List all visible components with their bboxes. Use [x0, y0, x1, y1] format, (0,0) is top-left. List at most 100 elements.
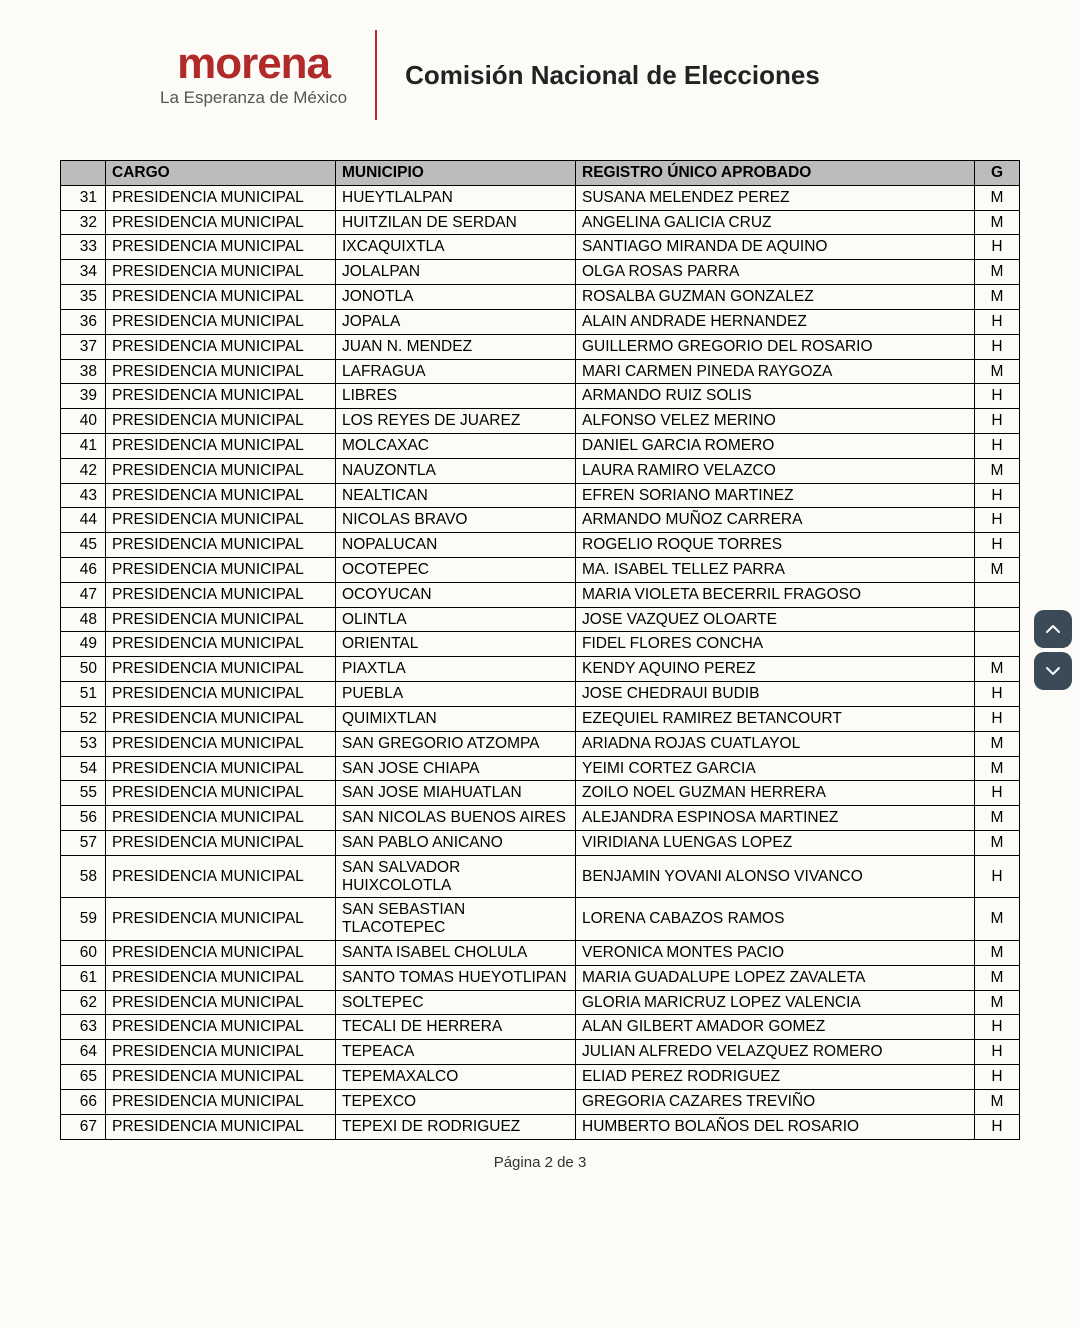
cell-g: M — [975, 657, 1020, 682]
cell-cargo: PRESIDENCIA MUNICIPAL — [106, 898, 336, 941]
cell-g: M — [975, 941, 1020, 966]
cell-registro: ALAIN ANDRADE HERNANDEZ — [576, 309, 975, 334]
col-g-header: G — [975, 161, 1020, 186]
cell-registro: MARIA VIOLETA BECERRIL FRAGOSO — [576, 582, 975, 607]
table-row: 47PRESIDENCIA MUNICIPALOCOYUCANMARIA VIO… — [61, 582, 1020, 607]
cell-municipio: PUEBLA — [336, 682, 576, 707]
cell-municipio: NICOLAS BRAVO — [336, 508, 576, 533]
cell-cargo: PRESIDENCIA MUNICIPAL — [106, 582, 336, 607]
table-row: 44PRESIDENCIA MUNICIPALNICOLAS BRAVOARMA… — [61, 508, 1020, 533]
cell-municipio: JONOTLA — [336, 285, 576, 310]
cell-num: 49 — [61, 632, 106, 657]
cell-registro: VIRIDIANA LUENGAS LOPEZ — [576, 830, 975, 855]
cell-cargo: PRESIDENCIA MUNICIPAL — [106, 855, 336, 898]
cell-g: M — [975, 458, 1020, 483]
cell-cargo: PRESIDENCIA MUNICIPAL — [106, 657, 336, 682]
cell-g: M — [975, 210, 1020, 235]
table-row: 53PRESIDENCIA MUNICIPALSAN GREGORIO ATZO… — [61, 731, 1020, 756]
cell-municipio: SAN SEBASTIAN TLACOTEPEC — [336, 898, 576, 941]
cell-g: M — [975, 731, 1020, 756]
cell-num: 61 — [61, 965, 106, 990]
table-row: 46PRESIDENCIA MUNICIPALOCOTEPECMA. ISABE… — [61, 558, 1020, 583]
cell-municipio: JOLALPAN — [336, 260, 576, 285]
cell-registro: ROSALBA GUZMAN GONZALEZ — [576, 285, 975, 310]
cell-num: 38 — [61, 359, 106, 384]
cell-registro: MA. ISABEL TELLEZ PARRA — [576, 558, 975, 583]
cell-municipio: TEPEMAXALCO — [336, 1065, 576, 1090]
cell-g: H — [975, 1065, 1020, 1090]
table-row: 37PRESIDENCIA MUNICIPALJUAN N. MENDEZGUI… — [61, 334, 1020, 359]
cell-municipio: HUEYTLALPAN — [336, 185, 576, 210]
cell-num: 52 — [61, 706, 106, 731]
col-num-header — [61, 161, 106, 186]
cell-municipio: TEPEACA — [336, 1040, 576, 1065]
cell-registro: OLGA ROSAS PARRA — [576, 260, 975, 285]
cell-g: H — [975, 1015, 1020, 1040]
nav-down-button[interactable] — [1034, 652, 1072, 690]
cell-num: 56 — [61, 806, 106, 831]
cell-registro: DANIEL GARCIA ROMERO — [576, 433, 975, 458]
cell-registro: ANGELINA GALICIA CRUZ — [576, 210, 975, 235]
cell-num: 36 — [61, 309, 106, 334]
table-row: 61PRESIDENCIA MUNICIPALSANTO TOMAS HUEYO… — [61, 965, 1020, 990]
cell-num: 48 — [61, 607, 106, 632]
table-row: 49PRESIDENCIA MUNICIPALORIENTALFIDEL FLO… — [61, 632, 1020, 657]
cell-g: H — [975, 855, 1020, 898]
cell-cargo: PRESIDENCIA MUNICIPAL — [106, 806, 336, 831]
nav-up-button[interactable] — [1034, 610, 1072, 648]
cell-num: 45 — [61, 533, 106, 558]
cell-registro: ALEJANDRA ESPINOSA MARTINEZ — [576, 806, 975, 831]
cell-g: M — [975, 898, 1020, 941]
table-header-row: CARGO MUNICIPIO REGISTRO ÚNICO APROBADO … — [61, 161, 1020, 186]
table-row: 50PRESIDENCIA MUNICIPALPIAXTLAKENDY AQUI… — [61, 657, 1020, 682]
cell-cargo: PRESIDENCIA MUNICIPAL — [106, 706, 336, 731]
table-row: 58PRESIDENCIA MUNICIPALSAN SALVADOR HUIX… — [61, 855, 1020, 898]
registros-table: CARGO MUNICIPIO REGISTRO ÚNICO APROBADO … — [60, 160, 1020, 1140]
cell-cargo: PRESIDENCIA MUNICIPAL — [106, 607, 336, 632]
cell-registro: VERONICA MONTES PACIO — [576, 941, 975, 966]
cell-num: 65 — [61, 1065, 106, 1090]
cell-registro: ARMANDO MUÑOZ CARRERA — [576, 508, 975, 533]
page-nav-widget — [1034, 610, 1072, 694]
cell-municipio: OCOYUCAN — [336, 582, 576, 607]
cell-num: 34 — [61, 260, 106, 285]
cell-cargo: PRESIDENCIA MUNICIPAL — [106, 1089, 336, 1114]
page-footer: Página 2 de 3 — [60, 1154, 1020, 1171]
cell-registro: ARIADNA ROJAS CUATLAYOL — [576, 731, 975, 756]
cell-registro: ZOILO NOEL GUZMAN HERRERA — [576, 781, 975, 806]
cell-num: 57 — [61, 830, 106, 855]
cell-registro: JOSE CHEDRAUI BUDIB — [576, 682, 975, 707]
cell-cargo: PRESIDENCIA MUNICIPAL — [106, 508, 336, 533]
cell-registro: JOSE VAZQUEZ OLOARTE — [576, 607, 975, 632]
cell-cargo: PRESIDENCIA MUNICIPAL — [106, 359, 336, 384]
cell-cargo: PRESIDENCIA MUNICIPAL — [106, 334, 336, 359]
cell-registro: MARIA GUADALUPE LOPEZ ZAVALETA — [576, 965, 975, 990]
table-row: 41PRESIDENCIA MUNICIPALMOLCAXACDANIEL GA… — [61, 433, 1020, 458]
cell-g: H — [975, 433, 1020, 458]
cell-municipio: SANTO TOMAS HUEYOTLIPAN — [336, 965, 576, 990]
cell-num: 55 — [61, 781, 106, 806]
chevron-down-icon — [1045, 666, 1061, 676]
page-header: morena La Esperanza de México Comisión N… — [60, 30, 1020, 120]
cell-registro: SUSANA MELENDEZ PEREZ — [576, 185, 975, 210]
cell-cargo: PRESIDENCIA MUNICIPAL — [106, 409, 336, 434]
cell-municipio: LIBRES — [336, 384, 576, 409]
cell-registro: YEIMI CORTEZ GARCIA — [576, 756, 975, 781]
table-row: 67PRESIDENCIA MUNICIPALTEPEXI DE RODRIGU… — [61, 1114, 1020, 1139]
cell-registro: MARI CARMEN PINEDA RAYGOZA — [576, 359, 975, 384]
cell-cargo: PRESIDENCIA MUNICIPAL — [106, 260, 336, 285]
table-row: 48PRESIDENCIA MUNICIPALOLINTLAJOSE VAZQU… — [61, 607, 1020, 632]
cell-municipio: NEALTICAN — [336, 483, 576, 508]
cell-g: H — [975, 508, 1020, 533]
cell-municipio: SAN SALVADOR HUIXCOLOTLA — [336, 855, 576, 898]
cell-registro: SANTIAGO MIRANDA DE AQUINO — [576, 235, 975, 260]
table-row: 66PRESIDENCIA MUNICIPALTEPEXCOGREGORIA C… — [61, 1089, 1020, 1114]
cell-num: 33 — [61, 235, 106, 260]
table-row: 64PRESIDENCIA MUNICIPALTEPEACAJULIAN ALF… — [61, 1040, 1020, 1065]
cell-num: 63 — [61, 1015, 106, 1040]
cell-registro: LAURA RAMIRO VELAZCO — [576, 458, 975, 483]
cell-cargo: PRESIDENCIA MUNICIPAL — [106, 433, 336, 458]
cell-g: M — [975, 285, 1020, 310]
cell-municipio: TECALI DE HERRERA — [336, 1015, 576, 1040]
cell-cargo: PRESIDENCIA MUNICIPAL — [106, 533, 336, 558]
